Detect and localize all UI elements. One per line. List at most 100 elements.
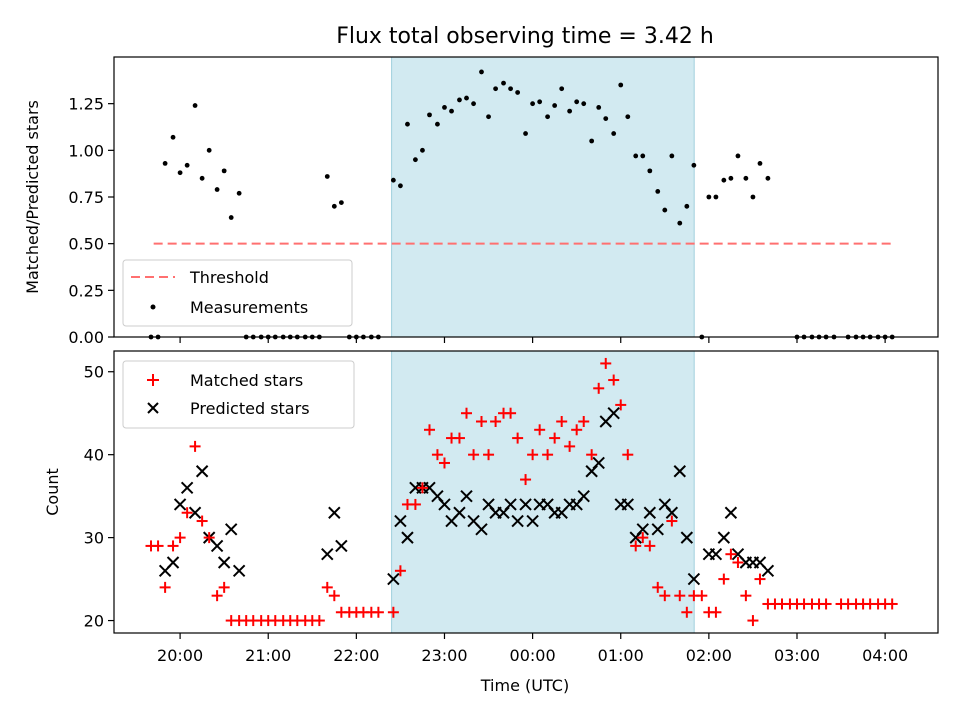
predicted-star-point xyxy=(636,523,649,536)
measurement-point xyxy=(757,161,763,166)
predicted-star-point xyxy=(475,523,488,536)
ratio-legend-box xyxy=(122,259,353,327)
predicted-star-point xyxy=(321,547,334,561)
measurement-point xyxy=(170,134,176,140)
count-panel: 20 30 40 50 20:00 21:00 22:00 23:00 00:00 01:00 0… xyxy=(43,350,939,695)
predicted-star-point xyxy=(195,465,209,478)
predicted-star-point xyxy=(401,531,414,544)
count-x-tick-label: 02:00 xyxy=(686,646,732,665)
matched-star-point xyxy=(556,416,568,427)
predicted-star-point xyxy=(665,506,679,519)
matched-star-point xyxy=(174,532,186,544)
matched-star-point xyxy=(754,573,766,585)
matched-star-point xyxy=(394,565,406,577)
matched-star-point xyxy=(608,374,620,386)
matched-star-point xyxy=(681,606,693,618)
matched-star-point xyxy=(644,540,656,552)
predicted-star-point xyxy=(173,498,187,511)
matched-star-point xyxy=(578,416,590,427)
matched-star-point xyxy=(718,573,730,585)
measurement-point xyxy=(537,99,543,105)
matched-star-point xyxy=(542,449,554,461)
measurement-point xyxy=(545,114,550,120)
matched-star-point xyxy=(189,440,201,452)
ratio-y-tick-label: 0.50 xyxy=(68,235,104,254)
matched-star-point xyxy=(674,590,686,602)
measurement-point xyxy=(508,86,513,92)
matched-star-point xyxy=(747,615,759,627)
matched-star-point xyxy=(527,449,539,461)
ratio-y-tick-label: 0.25 xyxy=(68,281,104,300)
count-legend: Matched stars Predicted stars xyxy=(122,360,355,429)
measurement-point xyxy=(493,86,498,92)
measurement-point xyxy=(596,105,602,110)
predicted-star-point xyxy=(453,506,466,519)
count-y-tick-label: 30 xyxy=(84,529,104,548)
legend-matched-label: Matched stars xyxy=(190,371,303,390)
measurement-point xyxy=(574,99,580,105)
measurement-point xyxy=(442,105,447,110)
measurement-point xyxy=(199,175,205,181)
count-x-tick-label: 23:00 xyxy=(421,646,467,665)
measurement-point xyxy=(457,97,462,103)
measurement-point xyxy=(655,189,661,194)
predicted-star-point xyxy=(328,506,341,519)
matched-star-point xyxy=(725,548,737,560)
predicted-star-point xyxy=(387,572,400,586)
matched-star-point xyxy=(423,424,435,436)
matched-star-point xyxy=(564,440,576,452)
matched-star-point xyxy=(387,606,399,618)
legend-threshold-label: Threshold xyxy=(189,268,269,287)
matched-star-point xyxy=(203,532,215,544)
predicted-star-point xyxy=(687,572,701,586)
count-x-tick-label: 22:00 xyxy=(333,646,379,665)
measurement-point xyxy=(603,116,609,121)
measurement-point xyxy=(427,112,432,118)
measurement-point xyxy=(618,82,624,88)
ratio-y-ticks: 0.00 0.25 0.50 0.75 1.00 1.25 xyxy=(68,95,114,347)
matched-star-point xyxy=(732,557,744,568)
matched-star-point xyxy=(512,432,524,444)
predicted-star-point xyxy=(651,523,664,536)
matched-star-point xyxy=(453,432,465,444)
measurement-point xyxy=(567,108,573,114)
matched-star-point xyxy=(696,590,708,602)
measurement-point xyxy=(331,203,337,209)
legend-predicted-label: Predicted stars xyxy=(190,399,310,418)
matched-star-point xyxy=(615,399,627,411)
matched-star-point xyxy=(490,416,502,427)
predicted-star-point xyxy=(673,465,686,478)
predicted-star-point xyxy=(607,406,620,420)
matched-star-points xyxy=(145,357,898,627)
matched-star-point xyxy=(196,515,208,527)
chart-title: Flux total observing time = 3.42 h xyxy=(336,24,714,49)
observing-window-shade-top xyxy=(391,56,695,338)
ratio-y-axis-label: Matched/Predicted stars xyxy=(23,100,42,294)
measurement-point xyxy=(471,101,476,107)
measurement-point xyxy=(706,194,712,200)
predicted-star-point xyxy=(680,531,694,544)
measurement-point xyxy=(530,101,536,107)
predicted-star-point xyxy=(761,564,775,578)
predicted-star-point xyxy=(709,547,723,561)
measurement-point xyxy=(669,153,675,159)
count-y-ticks: 20 30 40 50 xyxy=(84,363,114,631)
ratio-legend: Threshold Measurements xyxy=(122,259,353,327)
ratio-y-tick-label: 1.25 xyxy=(68,95,104,114)
count-x-tick-label: 01:00 xyxy=(598,646,644,665)
measurement-point xyxy=(721,177,727,183)
observing-window-shade-bottom xyxy=(391,350,695,634)
ratio-plot-frame xyxy=(113,56,939,338)
predicted-star-point xyxy=(394,514,407,528)
measurement-point xyxy=(552,103,558,108)
ratio-y-tick-label: 1.00 xyxy=(68,141,104,160)
measurement-point xyxy=(405,121,410,127)
matched-star-point xyxy=(218,581,230,593)
count-y-tick-label: 20 xyxy=(84,612,104,631)
measurement-point xyxy=(184,162,190,168)
measurement-point xyxy=(324,174,330,179)
measurement-point xyxy=(501,80,506,86)
matched-star-point xyxy=(622,449,634,461)
matched-star-point xyxy=(505,407,517,419)
